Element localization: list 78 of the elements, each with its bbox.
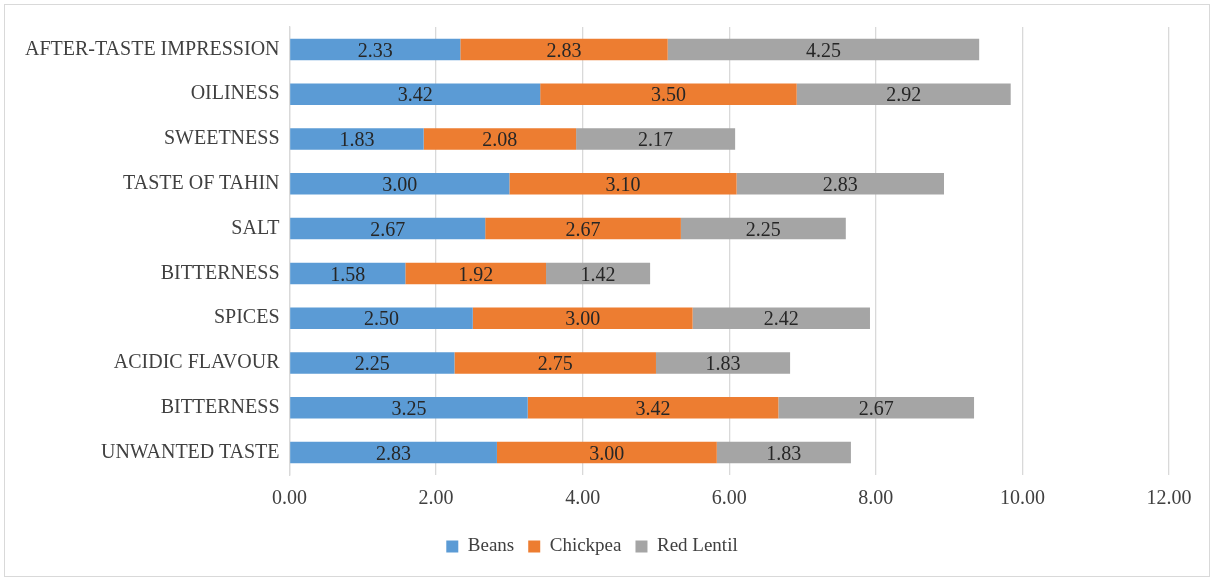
y-tick-label: AFTER-TASTE IMPRESSION bbox=[25, 36, 280, 59]
bar bbox=[496, 441, 717, 464]
bar bbox=[667, 38, 980, 61]
data-label: 2.33 bbox=[357, 38, 393, 61]
data-label: 2.67 bbox=[858, 397, 894, 420]
data-label: 2.17 bbox=[638, 128, 674, 151]
bar bbox=[290, 83, 541, 105]
data-label: 4.25 bbox=[805, 38, 841, 61]
data-label: 3.00 bbox=[565, 307, 601, 330]
bar bbox=[796, 83, 1011, 105]
bar bbox=[290, 352, 455, 374]
x-tick-label: 10.00 bbox=[999, 486, 1045, 509]
y-tick-label: BITTERNESS bbox=[160, 260, 280, 283]
data-label: 3.00 bbox=[382, 173, 418, 196]
data-label: 3.50 bbox=[650, 83, 686, 106]
y-tick-label: OILINESS bbox=[190, 81, 280, 104]
bar bbox=[290, 397, 528, 419]
bar bbox=[472, 307, 693, 329]
bar bbox=[290, 173, 510, 195]
bar bbox=[290, 441, 497, 464]
data-label: 2.83 bbox=[376, 441, 412, 464]
bar bbox=[692, 307, 870, 329]
x-tick-label: 4.00 bbox=[565, 486, 601, 509]
legend-label: Beans bbox=[467, 534, 515, 556]
y-tick-label: BITTERNESS bbox=[160, 395, 280, 418]
data-label: 2.50 bbox=[363, 307, 399, 330]
data-label: 3.25 bbox=[391, 397, 427, 420]
x-tick-label: 0.00 bbox=[272, 486, 308, 509]
data-label: 2.25 bbox=[354, 352, 390, 375]
data-label: 3.10 bbox=[605, 173, 641, 196]
bar bbox=[454, 352, 656, 374]
data-label: 2.75 bbox=[537, 352, 573, 375]
data-label: 3.42 bbox=[635, 397, 671, 420]
bar bbox=[290, 128, 424, 150]
data-label: 2.83 bbox=[546, 38, 582, 61]
bar bbox=[423, 128, 577, 150]
data-label: 1.83 bbox=[705, 352, 741, 375]
data-label: 2.42 bbox=[763, 307, 799, 330]
bar bbox=[655, 352, 791, 374]
y-tick-label: ACIDIC FLAVOUR bbox=[113, 350, 281, 373]
y-tick-label: SPICES bbox=[213, 305, 280, 328]
y-tick-label: TASTE OF TAHIN bbox=[123, 171, 280, 194]
x-tick-label: 2.00 bbox=[418, 486, 454, 509]
data-label: 2.08 bbox=[482, 128, 518, 151]
bar bbox=[290, 217, 486, 240]
x-tick-label: 12.00 bbox=[1146, 486, 1192, 509]
bar bbox=[485, 217, 681, 240]
bar bbox=[680, 217, 846, 240]
data-label: 1.42 bbox=[580, 262, 616, 285]
x-tick-label: 8.00 bbox=[858, 486, 894, 509]
data-label: 1.92 bbox=[458, 262, 494, 285]
bar bbox=[405, 262, 547, 285]
data-label: 1.58 bbox=[330, 262, 366, 285]
bar bbox=[290, 307, 473, 329]
data-label: 2.67 bbox=[370, 217, 406, 240]
bar bbox=[778, 397, 975, 419]
data-label: 2.67 bbox=[565, 217, 601, 240]
y-tick-label: UNWANTED TASTE bbox=[100, 439, 280, 462]
data-label: 3.42 bbox=[397, 83, 433, 106]
bar bbox=[509, 173, 737, 195]
bar bbox=[460, 38, 668, 61]
bar bbox=[540, 83, 797, 105]
x-tick-label: 6.00 bbox=[711, 486, 747, 509]
bar bbox=[290, 38, 461, 61]
legend-label: Chickpea bbox=[549, 534, 623, 556]
y-tick-label: SWEETNESS bbox=[163, 126, 280, 149]
data-label: 2.25 bbox=[745, 217, 781, 240]
bar bbox=[716, 441, 851, 464]
y-tick-label: SALT bbox=[231, 215, 280, 238]
bar bbox=[527, 397, 779, 419]
data-label: 2.83 bbox=[822, 173, 858, 196]
data-label: 1.83 bbox=[339, 128, 375, 151]
data-label: 2.92 bbox=[886, 83, 922, 106]
data-label: 3.00 bbox=[589, 441, 625, 464]
data-label: 1.83 bbox=[766, 441, 802, 464]
bar bbox=[576, 128, 736, 150]
legend-label: Red Lentil bbox=[656, 534, 738, 556]
bar bbox=[736, 173, 944, 195]
